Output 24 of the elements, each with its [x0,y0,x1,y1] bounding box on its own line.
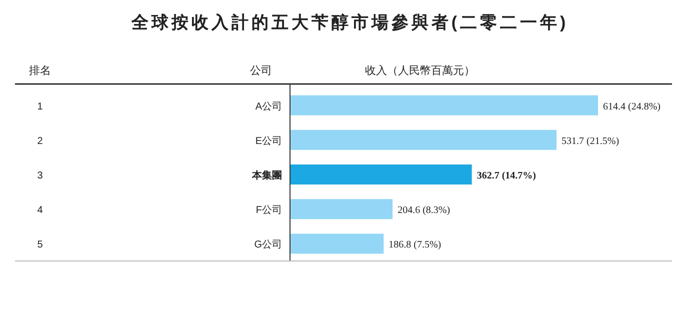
data-label: 362.7 (14.7%) [476,170,536,182]
bar [290,130,557,150]
text: 公司 [250,65,272,77]
chart-title: 全球按收入計的五大苄醇市場參與者(二零二一年) [130,13,569,32]
y-tick-label: 本集團 [251,170,282,182]
text: 排名 [29,65,51,77]
data-label: 614.4 (24.8%) [603,101,660,112]
text: 收入（人民幣百萬元） [365,64,475,77]
text: 4 [37,205,44,216]
y-tick-label: G公司 [254,238,282,251]
bar [290,234,384,254]
data-label: 531.7 (21.5%) [562,136,620,147]
data-label: 186.8 (7.5%) [388,240,442,251]
y-tick-label: E公司 [255,134,282,147]
bar [290,199,393,220]
bar [290,164,472,184]
text: 5 [37,240,44,251]
text: 3 [37,170,44,182]
bar [290,95,598,116]
text: 2 [37,136,44,147]
text: 1 [37,101,44,112]
y-tick-label: F公司 [256,204,282,216]
y-tick-label: A公司 [255,100,282,112]
data-label: 204.6 (8.3%) [398,205,450,216]
